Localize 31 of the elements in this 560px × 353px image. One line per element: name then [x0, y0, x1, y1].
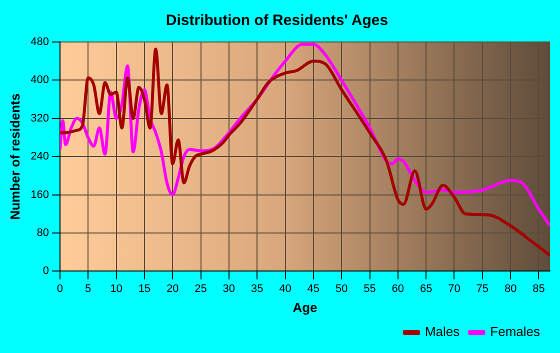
- x-tick-label: 5: [85, 282, 92, 295]
- x-tick-label: 70: [448, 282, 460, 295]
- x-tick-label: 85: [532, 282, 545, 295]
- y-tick-label: 0: [42, 265, 49, 278]
- x-tick-label: 60: [392, 282, 404, 295]
- y-tick-label: 320: [30, 112, 49, 124]
- y-tick-label: 80: [36, 227, 49, 240]
- y-axis-title: Number of residents: [7, 93, 22, 220]
- x-tick-label: 50: [335, 282, 348, 295]
- chart-title: Distribution of Residents' Ages: [166, 12, 388, 30]
- y-tick-label: 160: [30, 188, 49, 201]
- x-tick-label: 45: [307, 282, 320, 295]
- x-tick-label: 40: [279, 282, 292, 295]
- x-tick-label: 75: [476, 282, 489, 295]
- x-tick-label: 30: [222, 282, 236, 295]
- x-tick-label: 55: [364, 282, 376, 295]
- y-tick-label: 480: [30, 36, 49, 48]
- x-tick-label: 10: [110, 282, 122, 295]
- line-series: [60, 48, 550, 257]
- x-tick-label: 35: [250, 282, 264, 295]
- x-tick-label: 25: [194, 282, 207, 295]
- legend-label: Males: [424, 324, 460, 340]
- x-axis-title: Age: [292, 300, 318, 315]
- x-tick-label: 80: [504, 282, 517, 295]
- x-tick-label: 20: [166, 282, 179, 295]
- y-tick-label: 400: [30, 74, 49, 86]
- legend-label: Females: [490, 324, 540, 340]
- x-tick-label: 65: [420, 282, 432, 295]
- x-tick-label: 15: [138, 282, 151, 295]
- y-tick-label: 240: [30, 150, 49, 163]
- x-tick-label: 0: [56, 282, 64, 295]
